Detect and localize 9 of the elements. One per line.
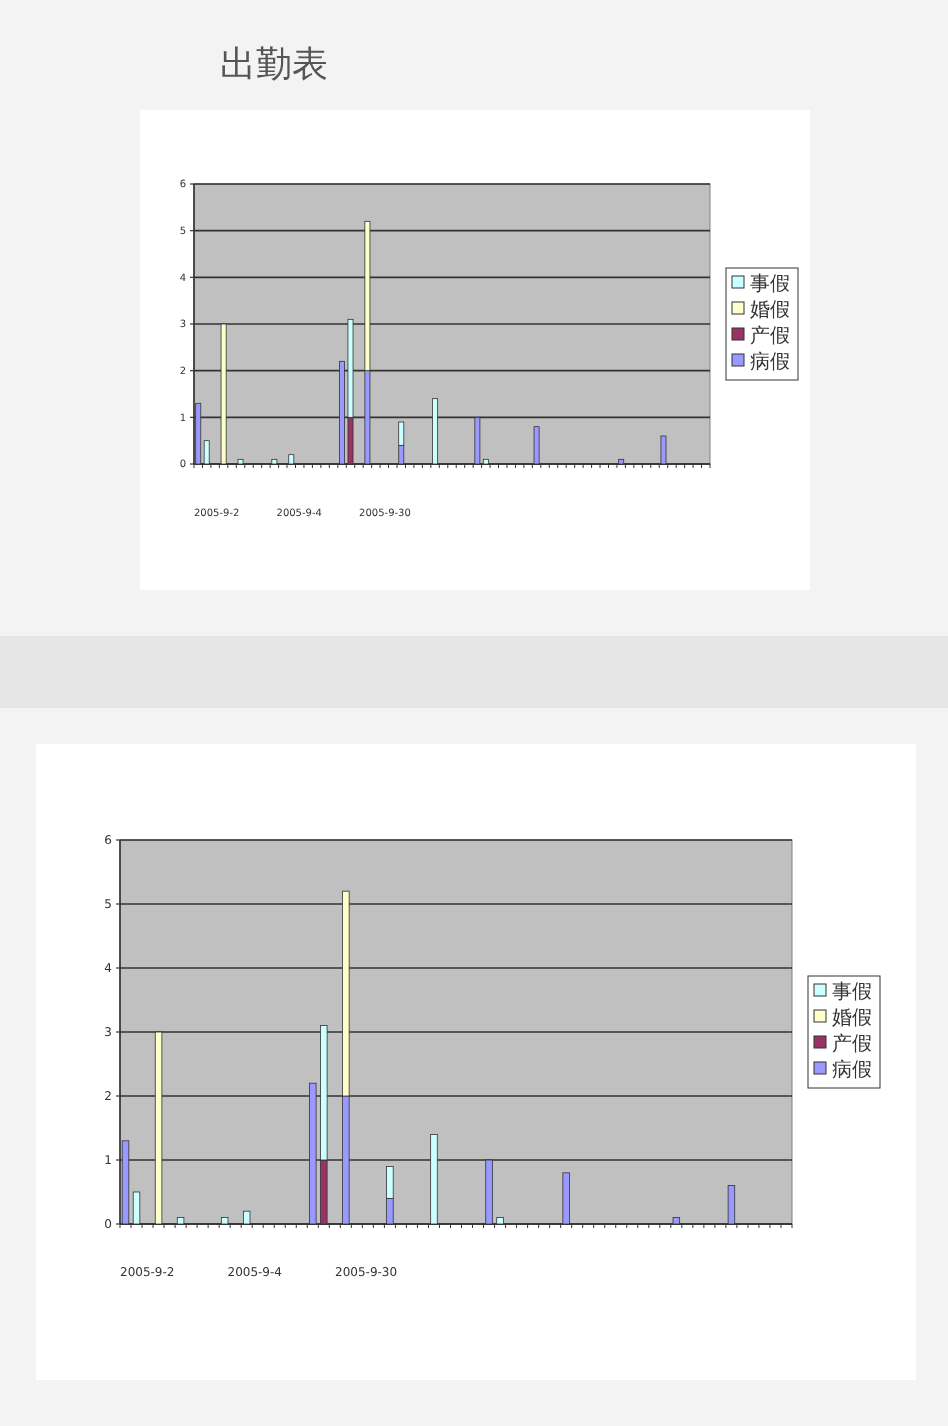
legend-label: 事假 <box>832 980 872 1004</box>
legend-label: 病假 <box>832 1058 872 1082</box>
legend-label: 婚假 <box>750 300 790 322</box>
chart-title: 出勤表 <box>220 44 328 86</box>
legend-label: 病假 <box>750 350 790 374</box>
legend-label: 产假 <box>750 324 790 348</box>
legend-label: 婚假 <box>832 1008 872 1030</box>
legend-label: 事假 <box>750 272 790 296</box>
legend-label: 产假 <box>832 1032 872 1056</box>
